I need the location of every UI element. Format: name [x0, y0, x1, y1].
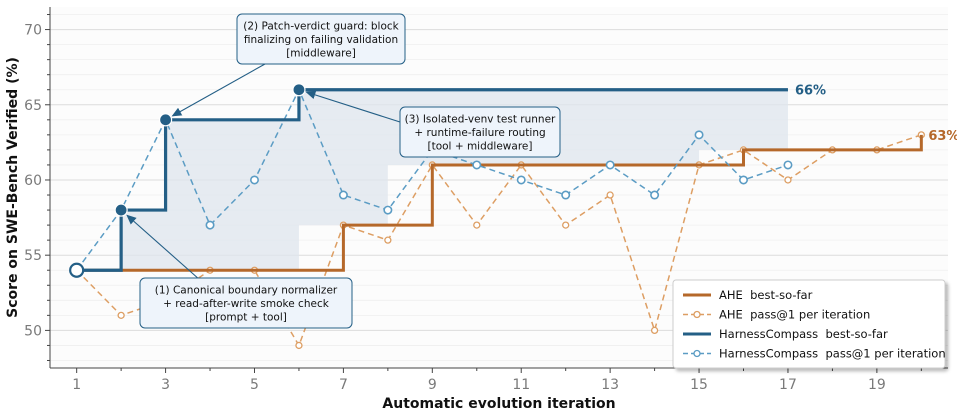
ahe-pass1-series-point [295, 341, 303, 350]
hc-improvement-point [114, 203, 128, 217]
end-label: 63% [928, 129, 957, 144]
y-tick-label: 70 [24, 23, 42, 39]
hc-pass1-series-point [739, 175, 749, 185]
ahe-best-series [76, 134, 923, 272]
legend-label: AHE best-so-far [719, 288, 813, 302]
hc-pass1-series-point [249, 175, 259, 185]
hc-improvement-point [292, 83, 306, 97]
x-tick-label: 1 [72, 377, 81, 393]
annotation-text: + read-after-write smoke check [163, 298, 330, 310]
x-tick-label: 3 [161, 377, 170, 393]
legend-label: AHE pass@1 per iteration [719, 308, 870, 322]
annotation-text: finalizing on failing validation [244, 34, 398, 46]
annotation-text: [tool + middleware] [428, 141, 533, 153]
annotations: (1) Canonical boundary normalizer+ read-… [126, 13, 561, 329]
hc-pass1-series-point [783, 160, 793, 170]
hc-pass1-series-point [561, 190, 571, 200]
start-point [69, 262, 85, 278]
annotation-3: (3) Isolated-venv test runner+ runtime-f… [305, 90, 561, 158]
hc-pass1-series-point [472, 160, 482, 170]
legend-label: HarnessCompass pass@1 per iteration [719, 347, 946, 361]
annotation-text: [prompt + tool] [205, 312, 287, 324]
annotation-2: (2) Patch-verdict guard: blockfinalizing… [171, 13, 406, 117]
annotation-arrow [126, 214, 201, 281]
x-tick-label: 9 [428, 377, 437, 393]
hc-pass1-series-line [76, 87, 789, 271]
y-tick-label: 50 [24, 323, 42, 339]
annotation-text: (1) Canonical boundary normalizer [155, 285, 338, 297]
ahe-pass1-series-point [606, 191, 614, 199]
legend-entry: HarnessCompass best-so-far [683, 327, 888, 341]
y-axis-label: Score on SWE-Bench Verified (%) [5, 57, 21, 318]
annotation-text: (3) Isolated-venv test runner [405, 114, 556, 126]
legend: AHE best-so-far AHE pass@1 per iteration H… [672, 279, 946, 369]
ahe-pass1-series-point [473, 221, 481, 229]
end-label: 66% [795, 84, 826, 99]
x-tick-label: 19 [868, 377, 886, 393]
series-layer [69, 83, 925, 350]
hc-pass1-series-point [205, 220, 215, 230]
hc-pass1-series-point [516, 175, 526, 185]
ahe-pass1-series-point [650, 326, 659, 335]
hc-improvement-point [158, 113, 173, 127]
x-tick-label: 17 [779, 377, 797, 393]
ahe-pass1-series-point [784, 176, 792, 184]
annotation-box [399, 106, 561, 158]
legend-entry: AHE best-so-far [683, 288, 813, 302]
annotation-arrow [171, 63, 266, 117]
improvement-fill [76, 89, 788, 271]
ahe-pass1-series-point [384, 236, 392, 244]
x-tick-label: 11 [512, 377, 530, 393]
annotation-box [236, 13, 406, 65]
x-tick-label: 13 [601, 377, 619, 393]
legend-entry: AHE pass@1 per iteration [683, 308, 870, 322]
annotation-text: [middleware] [286, 48, 356, 60]
hc-pass1-series-point [694, 130, 704, 140]
x-tick-label: 5 [250, 377, 259, 393]
y-tick-label: 60 [24, 173, 42, 189]
x-tick-label: 7 [339, 377, 348, 393]
legend-marker [693, 349, 701, 358]
improvement-area [76, 89, 788, 271]
hc-best-series [76, 88, 788, 272]
x-axis-label: Automatic evolution iteration [382, 396, 615, 412]
x-tick-label: 15 [690, 377, 708, 393]
hc-pass1-series-point [383, 205, 393, 215]
hc-pass1-series-point [650, 190, 660, 200]
ahe-pass1-series-point [117, 311, 125, 320]
annotation-box [139, 277, 353, 329]
end-labels: 66% 63% [795, 84, 957, 144]
annotation-text: (2) Patch-verdict guard: block [243, 21, 399, 33]
hc-pass1-series-point [605, 160, 615, 170]
hc-pass1-series-point [338, 190, 348, 200]
legend-marker [693, 310, 701, 319]
legend-entry: HarnessCompass pass@1 per iteration [683, 347, 946, 361]
legend-box [672, 279, 946, 369]
y-tick-label: 65 [24, 98, 42, 114]
legend-label: HarnessCompass best-so-far [719, 327, 888, 341]
annotation-text: + runtime-failure routing [414, 127, 545, 139]
y-tick-label: 55 [24, 248, 42, 264]
annotation-arrow [305, 90, 401, 123]
ahe-pass1-series-point [562, 221, 570, 229]
annotation-1: (1) Canonical boundary normalizer+ read-… [126, 214, 353, 329]
